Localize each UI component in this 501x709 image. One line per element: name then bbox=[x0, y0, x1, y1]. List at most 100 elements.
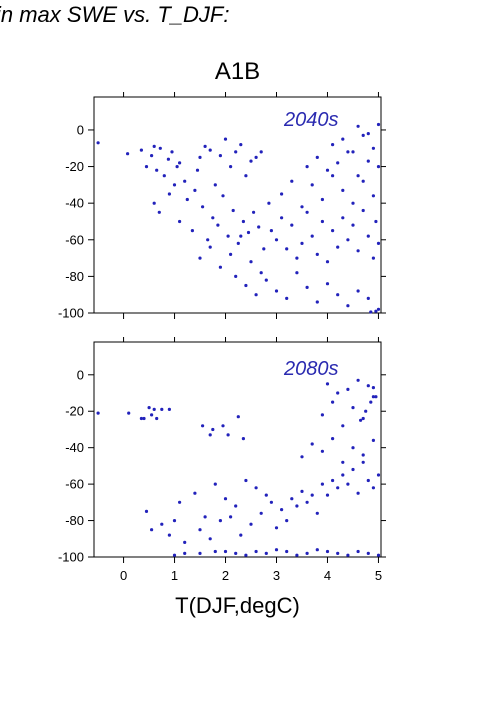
y-tick-label: -80 bbox=[65, 269, 84, 284]
data-point bbox=[244, 553, 248, 557]
data-point bbox=[198, 256, 202, 260]
data-point bbox=[300, 455, 304, 459]
data-point bbox=[310, 234, 314, 238]
data-point bbox=[371, 438, 375, 442]
data-point bbox=[155, 168, 159, 172]
data-point bbox=[150, 528, 154, 532]
data-point bbox=[346, 304, 350, 308]
data-point bbox=[300, 489, 304, 493]
data-point bbox=[346, 150, 350, 154]
data-point bbox=[172, 519, 177, 523]
data-point bbox=[249, 159, 253, 163]
data-point bbox=[285, 519, 289, 523]
data-point bbox=[305, 551, 309, 556]
data-point bbox=[172, 183, 177, 187]
y-tick-label: -100 bbox=[58, 550, 84, 565]
data-point bbox=[208, 148, 212, 152]
data-point bbox=[366, 551, 370, 556]
data-point bbox=[331, 143, 335, 147]
data-point bbox=[320, 197, 324, 202]
x-tick-label: 3 bbox=[273, 568, 280, 583]
data-point bbox=[236, 415, 240, 419]
data-point bbox=[152, 144, 156, 148]
data-point bbox=[376, 553, 381, 557]
data-point bbox=[371, 256, 375, 260]
data-point bbox=[264, 278, 268, 282]
data-point bbox=[254, 293, 258, 297]
data-point bbox=[280, 216, 284, 220]
data-point bbox=[175, 165, 179, 169]
data-point bbox=[356, 249, 360, 253]
data-point bbox=[305, 165, 309, 169]
data-point bbox=[239, 234, 243, 238]
data-point bbox=[190, 229, 194, 233]
data-point bbox=[226, 234, 230, 238]
y-tick-label: -60 bbox=[65, 232, 84, 247]
data-point bbox=[234, 274, 238, 278]
data-point bbox=[208, 245, 212, 249]
data-point bbox=[374, 395, 378, 399]
data-point bbox=[351, 467, 355, 472]
data-point bbox=[193, 188, 197, 192]
data-point bbox=[144, 509, 149, 513]
data-point bbox=[231, 208, 235, 213]
data-point bbox=[178, 219, 182, 224]
data-point bbox=[376, 307, 381, 311]
data-point bbox=[366, 234, 370, 238]
data-point bbox=[325, 493, 330, 497]
y-tick-label: -40 bbox=[65, 196, 84, 211]
data-point bbox=[285, 296, 289, 300]
data-point bbox=[369, 400, 373, 404]
data-point bbox=[96, 141, 100, 145]
data-point bbox=[213, 482, 217, 486]
data-point bbox=[208, 537, 212, 541]
data-point bbox=[356, 549, 360, 554]
data-point bbox=[234, 551, 238, 556]
data-point bbox=[295, 256, 299, 260]
data-point bbox=[150, 154, 154, 158]
data-point bbox=[183, 179, 187, 183]
data-point bbox=[374, 219, 378, 224]
data-point bbox=[315, 252, 319, 256]
data-point bbox=[346, 238, 350, 242]
data-point bbox=[320, 482, 324, 486]
data-point bbox=[229, 165, 233, 169]
data-point bbox=[254, 155, 258, 159]
data-point bbox=[239, 533, 243, 537]
data-point bbox=[254, 549, 258, 554]
panel-2080s: 0 -20 -40 -60 -80 -100 0 1 2 3 4 5 2080s bbox=[58, 337, 386, 583]
data-point bbox=[361, 133, 365, 137]
data-point bbox=[259, 511, 263, 515]
data-point bbox=[341, 473, 345, 477]
data-point bbox=[361, 416, 365, 421]
data-point bbox=[239, 143, 243, 147]
data-point bbox=[264, 493, 268, 497]
data-point bbox=[234, 150, 238, 154]
data-point bbox=[203, 515, 207, 519]
data-point bbox=[167, 192, 171, 196]
data-point bbox=[336, 551, 340, 556]
data-point bbox=[285, 247, 289, 251]
data-point bbox=[364, 409, 368, 413]
data-point bbox=[325, 168, 330, 172]
x-tick-label: 5 bbox=[375, 568, 382, 583]
data-point bbox=[206, 238, 210, 242]
data-point bbox=[244, 283, 248, 288]
data-point bbox=[366, 159, 370, 163]
data-point bbox=[195, 168, 200, 172]
data-point bbox=[223, 497, 228, 501]
data-point bbox=[223, 549, 228, 554]
data-point bbox=[96, 411, 100, 415]
data-point bbox=[341, 424, 345, 428]
data-point bbox=[280, 508, 284, 512]
data-point bbox=[351, 446, 355, 450]
data-point bbox=[274, 526, 279, 530]
x-axis-label: T(DJF,degC) bbox=[175, 593, 300, 618]
data-point bbox=[167, 407, 171, 411]
data-point bbox=[152, 407, 156, 411]
data-point bbox=[185, 197, 189, 202]
data-point bbox=[211, 427, 215, 432]
panel-label: 2080s bbox=[283, 358, 339, 380]
data-point bbox=[290, 497, 294, 501]
data-point bbox=[315, 511, 319, 515]
